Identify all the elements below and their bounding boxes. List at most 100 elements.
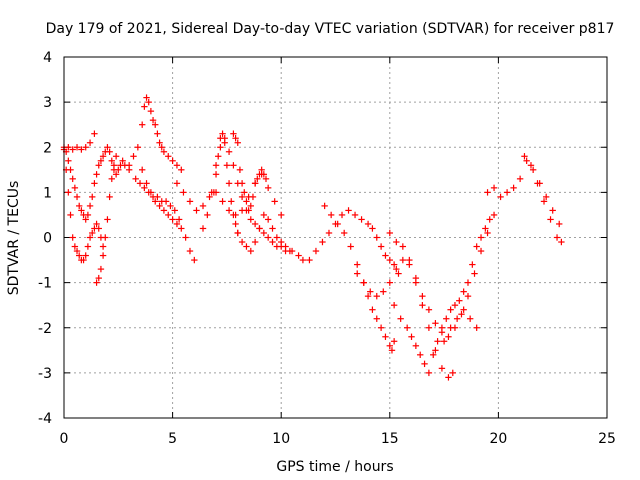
data-point (390, 338, 398, 345)
data-point (119, 157, 126, 164)
data-point (91, 180, 98, 187)
data-point (99, 252, 107, 259)
data-point (104, 144, 111, 151)
data-point (477, 234, 485, 241)
data-point (264, 234, 272, 241)
data-point (260, 171, 268, 178)
data-point (225, 180, 233, 187)
data-point (393, 238, 400, 246)
data-point (542, 193, 550, 201)
data-points (60, 94, 565, 381)
data-point (73, 144, 81, 151)
data-point (112, 171, 120, 178)
data-point (89, 193, 96, 201)
y-tick-label: 2 (43, 140, 52, 156)
data-point (238, 180, 246, 187)
data-point (456, 297, 463, 304)
data-point (93, 220, 100, 228)
data-point (86, 202, 94, 210)
data-point (445, 333, 452, 340)
data-point (421, 360, 428, 368)
data-point (440, 338, 448, 345)
data-point (254, 175, 261, 183)
x-tick-label: 25 (598, 431, 616, 447)
data-point (364, 220, 372, 228)
data-point (351, 211, 359, 219)
data-point (288, 247, 296, 255)
data-point (97, 265, 105, 273)
data-point (447, 306, 454, 313)
data-point (230, 130, 237, 137)
data-point (503, 189, 511, 196)
data-point (212, 171, 220, 178)
data-point (173, 180, 181, 187)
data-point (382, 252, 389, 259)
data-point (334, 220, 341, 228)
data-point (134, 144, 142, 151)
data-point (145, 98, 152, 106)
data-point (99, 153, 107, 160)
data-point (156, 202, 163, 210)
data-point (152, 121, 159, 128)
data-point (273, 234, 281, 241)
data-point (78, 207, 85, 214)
data-point (147, 107, 155, 115)
y-tick-label: -4 (38, 411, 52, 427)
data-point (469, 261, 476, 268)
y-tick-label: 3 (43, 95, 52, 111)
data-point (76, 202, 83, 210)
data-point (382, 333, 389, 340)
data-point (167, 202, 174, 210)
data-point (112, 153, 120, 160)
chart-title: Day 179 of 2021, Sidereal Day-to-day VTE… (46, 21, 615, 37)
data-point (138, 121, 146, 128)
data-point (438, 329, 446, 336)
y-tick-label: 4 (43, 50, 52, 66)
data-point (453, 315, 461, 322)
data-point (490, 184, 498, 192)
data-point (178, 225, 185, 232)
data-point (369, 225, 376, 232)
data-point (130, 153, 137, 160)
data-point (419, 292, 426, 300)
data-point (162, 198, 170, 205)
data-point (225, 148, 233, 155)
data-point (399, 256, 407, 264)
data-point (82, 144, 89, 151)
data-point (232, 135, 239, 142)
data-point (138, 166, 146, 174)
data-point (306, 256, 313, 264)
data-point (141, 184, 148, 192)
data-point (438, 365, 446, 372)
data-point (547, 216, 554, 223)
data-point (193, 207, 200, 214)
data-point (510, 184, 517, 192)
data-point (73, 247, 81, 255)
data-point (386, 256, 393, 264)
data-point (171, 207, 178, 214)
data-point (78, 146, 85, 153)
data-point (173, 220, 181, 228)
data-point (154, 193, 161, 201)
data-point (430, 351, 437, 359)
data-point (377, 243, 385, 250)
data-point (217, 135, 224, 142)
data-point (86, 234, 94, 241)
data-point (340, 229, 348, 237)
data-point (373, 292, 380, 300)
data-point (312, 247, 320, 255)
data-point (260, 211, 268, 219)
data-point (484, 229, 491, 237)
data-point (204, 211, 211, 219)
data-point (199, 202, 207, 210)
data-point (377, 324, 385, 331)
data-point (425, 324, 433, 331)
data-point (91, 130, 98, 137)
data-point (299, 256, 307, 264)
data-point (264, 184, 272, 192)
grid-lines (64, 57, 607, 418)
data-point (230, 211, 237, 219)
data-point (143, 180, 150, 187)
axis-ticks: 0 5 10 15 20 25 -4 -3 -2 -1 0 1 2 3 4 (38, 50, 616, 447)
data-point (390, 261, 398, 268)
